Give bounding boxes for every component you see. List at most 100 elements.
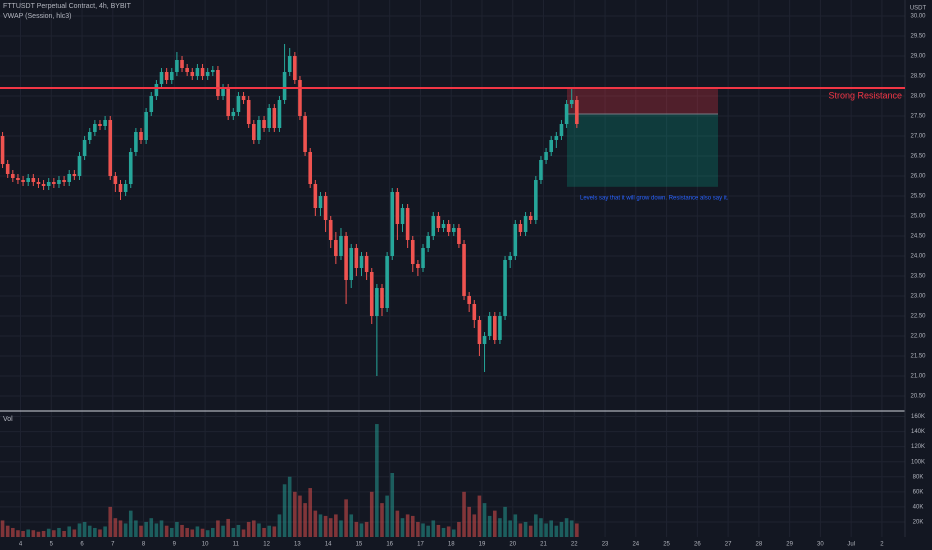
volume-bar: [257, 523, 261, 537]
stop-zone: [567, 88, 718, 114]
y-tick-label: 25.00: [910, 214, 926, 220]
volume-tick-label: 60K: [913, 489, 924, 495]
volume-bar: [241, 529, 246, 537]
candle-body: [236, 96, 241, 112]
volume-bar: [426, 525, 430, 537]
volume-bar: [467, 506, 471, 537]
x-tick-label: 15: [356, 542, 363, 548]
candle-body: [26, 178, 31, 182]
volume-bar: [41, 530, 46, 537]
candle-body: [410, 240, 415, 264]
position-tool: [567, 88, 718, 187]
candle-body: [441, 224, 446, 228]
candle-body: [395, 192, 400, 224]
candle-body: [134, 132, 138, 152]
candle-body: [226, 88, 230, 116]
volume-bar: [503, 506, 507, 537]
candle-body: [0, 136, 5, 164]
candle-body: [287, 56, 292, 72]
volume-bar: [52, 530, 56, 537]
x-tick-label: 28: [756, 542, 763, 548]
y-tick-label: 24.00: [910, 254, 926, 260]
y-tick-label: 26.00: [910, 174, 926, 180]
candle-body: [385, 256, 389, 308]
chart-title: FTTUSDT Perpetual Contract, 4h, BYBIT: [3, 3, 132, 10]
candle-body: [534, 180, 538, 220]
y-tick-label: 21.50: [910, 354, 926, 360]
volume-bar: [528, 525, 533, 537]
volume-bar: [11, 527, 15, 537]
volume-bar: [0, 520, 5, 537]
volume-bar: [72, 529, 77, 537]
candle-body: [549, 140, 554, 152]
y-tick-label: 23.00: [910, 294, 926, 300]
candle-body: [513, 224, 518, 256]
x-tick-label: 13: [294, 542, 301, 548]
candle-body: [246, 100, 251, 124]
volume-bar: [328, 518, 333, 537]
candle-body: [462, 244, 466, 296]
candle-body: [159, 72, 164, 84]
x-tick-label: 2: [880, 542, 884, 548]
candle-body: [293, 56, 297, 80]
volume-bar: [564, 518, 569, 537]
volume-bar: [169, 527, 174, 537]
volume-bar: [77, 523, 82, 537]
volume-bar: [375, 424, 379, 537]
volume-bar: [221, 525, 225, 537]
volume-tick-label: 100K: [911, 459, 925, 465]
candle-body: [528, 216, 533, 220]
volume-bar: [344, 499, 348, 537]
volume-bar: [544, 523, 548, 537]
candle-body: [303, 116, 307, 152]
volume-bar: [236, 524, 241, 537]
target-zone: [567, 114, 718, 187]
x-tick-label: 10: [202, 542, 209, 548]
candle-body: [210, 70, 215, 72]
volume-label: Vol: [3, 416, 13, 423]
candle-body: [195, 68, 200, 76]
volume-bar: [113, 518, 118, 537]
volume-bar: [149, 518, 154, 537]
candle-body: [482, 336, 487, 344]
annotation: Levels say that it will grow down. Resis…: [580, 196, 729, 202]
volume-bar: [128, 510, 133, 537]
volume-bar: [569, 520, 574, 537]
volume-bar: [118, 520, 123, 537]
candle-body: [98, 124, 102, 126]
x-tick-label: 20: [509, 542, 516, 548]
candle-body: [451, 228, 456, 232]
candle-body: [339, 236, 343, 256]
candle-body: [375, 288, 379, 316]
volume-bar: [400, 518, 405, 537]
candle-body: [82, 140, 87, 156]
candle-body: [57, 180, 61, 184]
volume-tick-label: 160K: [911, 414, 925, 420]
volume-bar: [518, 523, 523, 537]
volume-bar: [308, 488, 313, 537]
volume-bar: [498, 518, 502, 537]
candle-body: [282, 72, 287, 100]
volume-bar: [313, 510, 318, 537]
candle-body: [16, 178, 20, 180]
volume-bar: [441, 527, 446, 537]
candle-body: [149, 96, 154, 112]
volume-bar: [364, 521, 369, 537]
x-tick-label: 27: [725, 542, 732, 548]
candle-body: [113, 176, 118, 184]
candle-body: [457, 228, 461, 244]
volume-bar: [405, 514, 410, 537]
volume-bar: [549, 520, 554, 537]
volume-bar: [46, 528, 51, 537]
candle-body: [41, 184, 46, 186]
volume-bar: [339, 520, 343, 537]
volume-bar: [462, 491, 466, 537]
candle-body: [277, 100, 282, 128]
volume-bar: [451, 529, 456, 537]
volume-bar: [334, 514, 338, 537]
candle-body: [252, 124, 256, 140]
candle-body: [364, 256, 369, 272]
y-tick-label: 28.50: [910, 74, 926, 80]
candles: [0, 44, 579, 537]
